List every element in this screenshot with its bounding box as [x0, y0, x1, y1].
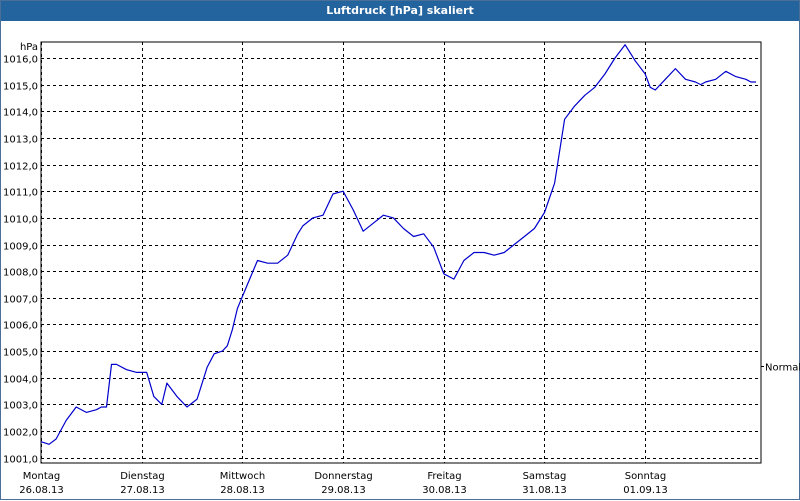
x-tick-day: Mittwoch [220, 471, 265, 482]
x-tick-date: 29.08.13 [321, 485, 366, 496]
x-tick-date: 31.08.13 [522, 485, 567, 496]
y-tick-label: 1010,0 [3, 215, 38, 226]
y-tick-label: 1011,0 [3, 188, 38, 199]
x-tick-day: Montag [23, 471, 60, 482]
y-tick-label: 1005,0 [3, 348, 38, 359]
y-tick-label: 1008,0 [3, 268, 38, 279]
x-tick-date: 27.08.13 [120, 485, 165, 496]
x-tick-date: 30.08.13 [422, 485, 467, 496]
x-tick-day: Dienstag [120, 471, 165, 482]
x-tick-day: Samstag [523, 471, 567, 482]
y-tick-label: 1003,0 [3, 401, 38, 412]
y-tick-label: 1009,0 [3, 242, 38, 253]
y-axis-label: hPa [20, 42, 38, 53]
plot-area [40, 41, 762, 464]
x-tick-date: 28.08.13 [220, 485, 265, 496]
chart-title: Luftdruck [hPa] skaliert [1, 1, 799, 21]
x-tick-date: 26.08.13 [19, 485, 64, 496]
x-tick-day: Freitag [427, 471, 461, 482]
y-tick-label: 1015,0 [3, 82, 38, 93]
y-tick-label: 1002,0 [3, 428, 38, 439]
y-tick-label: 1007,0 [3, 295, 38, 306]
y-tick-label: 1001,0 [3, 455, 38, 466]
normal-label: Normal [765, 363, 800, 374]
y-tick-label: 1016,0 [3, 55, 38, 66]
y-tick-label: 1014,0 [3, 108, 38, 119]
y-tick-label: 1004,0 [3, 375, 38, 386]
y-tick-label: 1012,0 [3, 162, 38, 173]
y-tick-label: 1006,0 [3, 321, 38, 332]
x-tick-day: Sonntag [625, 471, 667, 482]
series-line-luftdruck [40, 44, 756, 445]
x-tick-date: 01.09.13 [623, 485, 668, 496]
y-tick-label: 1013,0 [3, 135, 38, 146]
x-tick-day: Donnerstag [314, 471, 372, 482]
